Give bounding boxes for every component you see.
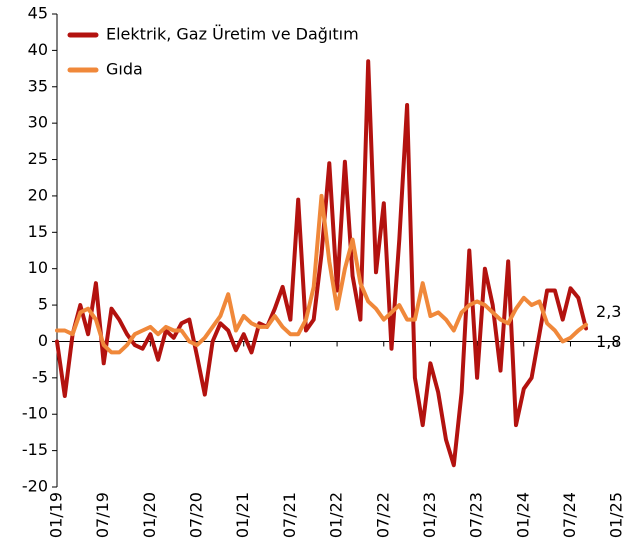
y-tick-label: 20 xyxy=(28,185,48,204)
x-tick-label: 07/22 xyxy=(373,492,392,538)
x-tick-label: 01/19 xyxy=(47,492,66,538)
x-tick-label: 01/20 xyxy=(140,492,159,538)
value-label: 2,3 xyxy=(596,302,621,321)
x-tick-label: 01/21 xyxy=(233,492,252,538)
y-tick-label: 25 xyxy=(28,149,48,168)
x-tick-label: 01/23 xyxy=(420,492,439,538)
y-tick-label: -10 xyxy=(22,404,48,423)
x-tick-label: 07/24 xyxy=(560,492,579,538)
y-tick-label: 40 xyxy=(28,40,48,59)
series-line xyxy=(55,193,588,355)
y-tick-label: 35 xyxy=(28,76,48,95)
y-tick-label: 10 xyxy=(28,258,48,277)
y-tick-label: 5 xyxy=(38,295,48,314)
x-tick-label: 01/24 xyxy=(513,492,532,538)
series-line xyxy=(55,59,588,468)
y-tick-label: 30 xyxy=(28,113,48,132)
y-tick-label: 45 xyxy=(28,4,48,23)
value-label: 1,8 xyxy=(596,332,621,351)
y-tick-label: -20 xyxy=(22,477,48,496)
x-tick-label: 07/20 xyxy=(187,492,206,538)
legend-label: Gıda xyxy=(106,60,143,79)
y-tick-label: 0 xyxy=(38,331,48,350)
x-tick-label: 01/25 xyxy=(607,492,626,538)
legend-label: Elektrik, Gaz Üretim ve Dağıtım xyxy=(106,25,359,44)
x-tick-label: 07/23 xyxy=(467,492,486,538)
y-tick-label: -15 xyxy=(22,440,48,459)
x-tick-label: 01/22 xyxy=(327,492,346,538)
x-tick-label: 07/21 xyxy=(280,492,299,538)
x-tick-label: 07/19 xyxy=(93,492,112,538)
y-tick-label: -5 xyxy=(32,367,48,386)
y-tick-label: 15 xyxy=(28,222,48,241)
